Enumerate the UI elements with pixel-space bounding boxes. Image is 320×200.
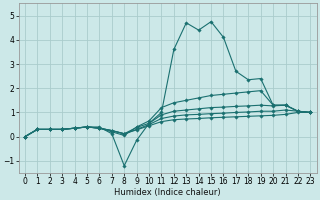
X-axis label: Humidex (Indice chaleur): Humidex (Indice chaleur) — [114, 188, 221, 197]
